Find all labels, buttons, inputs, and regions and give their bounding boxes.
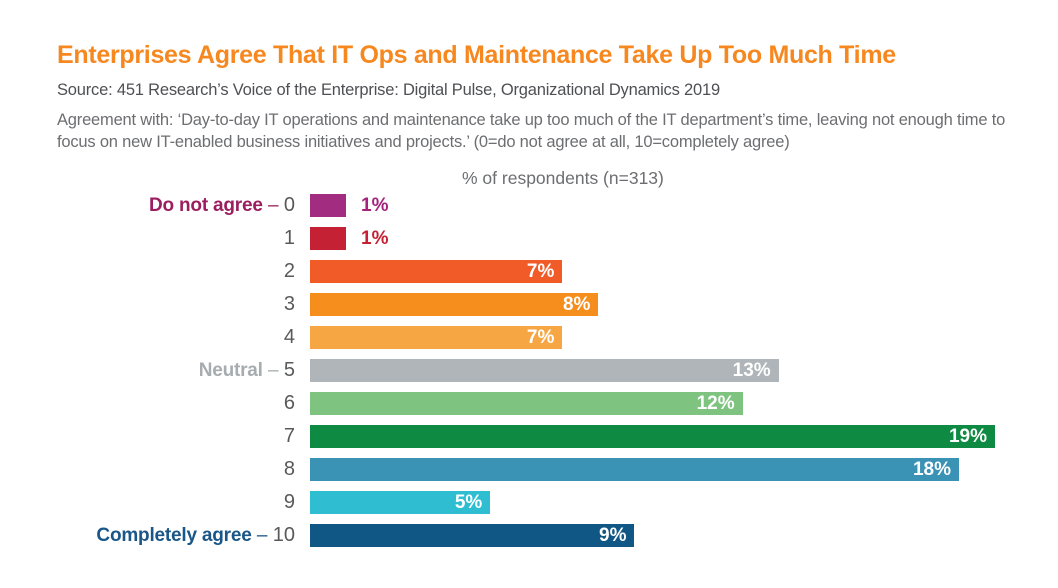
row-label: Neutral – 5 xyxy=(57,359,310,382)
bar-value-label: 18% xyxy=(912,459,951,481)
bar-value-label: 1% xyxy=(361,228,389,250)
bar-row: 1 1% xyxy=(57,227,1018,251)
bar-track: 12% xyxy=(310,392,995,416)
bar-track: 1% xyxy=(310,194,995,218)
bar: 5% xyxy=(310,491,491,515)
bar-track: 5% xyxy=(310,491,995,515)
bar-track: 7% xyxy=(310,326,995,350)
bar-value-label: 7% xyxy=(526,327,555,349)
page-title: Enterprises Agree That IT Ops and Mainte… xyxy=(57,41,896,69)
bar-track: 7% xyxy=(310,260,995,284)
category-tick-label: 5 xyxy=(283,359,295,382)
bar: 7% xyxy=(310,326,563,350)
bar-value-label: 7% xyxy=(526,261,555,283)
category-name-label: Do not agree xyxy=(149,195,263,217)
bar: 12% xyxy=(310,392,743,416)
bar-chart: Do not agree – 0 1% 1 1% 2 7% 3 8% 4 7% Neutral – … xyxy=(57,194,1018,548)
survey-question-text: Agreement with: ‘Day-to-day IT operation… xyxy=(57,111,1006,151)
row-label: 8 xyxy=(57,458,310,481)
bar-track: 19% xyxy=(310,425,995,449)
bar-rows: Do not agree – 0 1% 1 1% 2 7% 3 8% 4 7% Neutral – … xyxy=(57,194,1018,548)
row-label: Completely agree – 10 xyxy=(57,524,310,547)
bar-value-label: 9% xyxy=(599,525,627,547)
bar-value-label: 1% xyxy=(361,195,389,217)
bar xyxy=(310,194,347,218)
bar-track: 9% xyxy=(310,524,995,548)
category-tick-label: 6 xyxy=(283,392,295,415)
category-tick-label: 2 xyxy=(283,260,295,283)
bar-value-label: 19% xyxy=(948,426,987,448)
bar-value-label: 5% xyxy=(454,492,483,514)
bar-row: Do not agree – 0 1% xyxy=(57,194,1018,218)
row-label: 9 xyxy=(57,491,310,514)
bar: 13% xyxy=(310,359,779,383)
row-label: 2 xyxy=(57,260,310,283)
bar: 9% xyxy=(310,524,635,548)
bar: 8% xyxy=(310,293,599,317)
row-label: 6 xyxy=(57,392,310,415)
bar: 18% xyxy=(310,458,959,482)
bar xyxy=(310,227,347,251)
chart-subtitle: % of respondents (n=313) xyxy=(462,168,664,189)
bar-row: 8 18% xyxy=(57,458,1018,482)
source-line: Source: 451 Research’s Voice of the Ente… xyxy=(57,81,720,100)
category-tick-label: 9 xyxy=(283,491,295,514)
bar-row: 7 19% xyxy=(57,425,1018,449)
bar-track: 13% xyxy=(310,359,995,383)
category-dash: – xyxy=(251,525,273,547)
bar: 19% xyxy=(310,425,995,449)
bar: 7% xyxy=(310,260,563,284)
bar-value-label: 8% xyxy=(562,294,591,316)
bar-row: 9 5% xyxy=(57,491,1018,515)
category-tick-label: 10 xyxy=(272,524,295,547)
bar-row: 2 7% xyxy=(57,260,1018,284)
bar-row: 4 7% xyxy=(57,326,1018,350)
category-dash: – xyxy=(262,195,284,217)
row-label: 4 xyxy=(57,326,310,349)
category-tick-label: 8 xyxy=(283,458,295,481)
bar-row: 6 12% xyxy=(57,392,1018,416)
row-label: 1 xyxy=(57,227,310,250)
bar-value-label: 12% xyxy=(696,393,735,415)
category-name-label: Neutral xyxy=(198,360,263,382)
category-tick-label: 4 xyxy=(283,326,295,349)
row-label: 7 xyxy=(57,425,310,448)
category-tick-label: 1 xyxy=(283,227,295,250)
bar-row: 3 8% xyxy=(57,293,1018,317)
category-dash: – xyxy=(262,360,284,382)
category-tick-label: 7 xyxy=(283,425,295,448)
bar-track: 1% xyxy=(310,227,995,251)
row-label: Do not agree – 0 xyxy=(57,194,310,217)
bar-track: 8% xyxy=(310,293,995,317)
bar-row: Neutral – 5 13% xyxy=(57,359,1018,383)
bar-row: Completely agree – 10 9% xyxy=(57,524,1018,548)
row-label: 3 xyxy=(57,293,310,316)
bar-value-label: 13% xyxy=(732,360,771,382)
bar-track: 18% xyxy=(310,458,995,482)
category-tick-label: 3 xyxy=(283,293,295,316)
category-name-label: Completely agree xyxy=(96,525,252,547)
category-tick-label: 0 xyxy=(283,194,295,217)
